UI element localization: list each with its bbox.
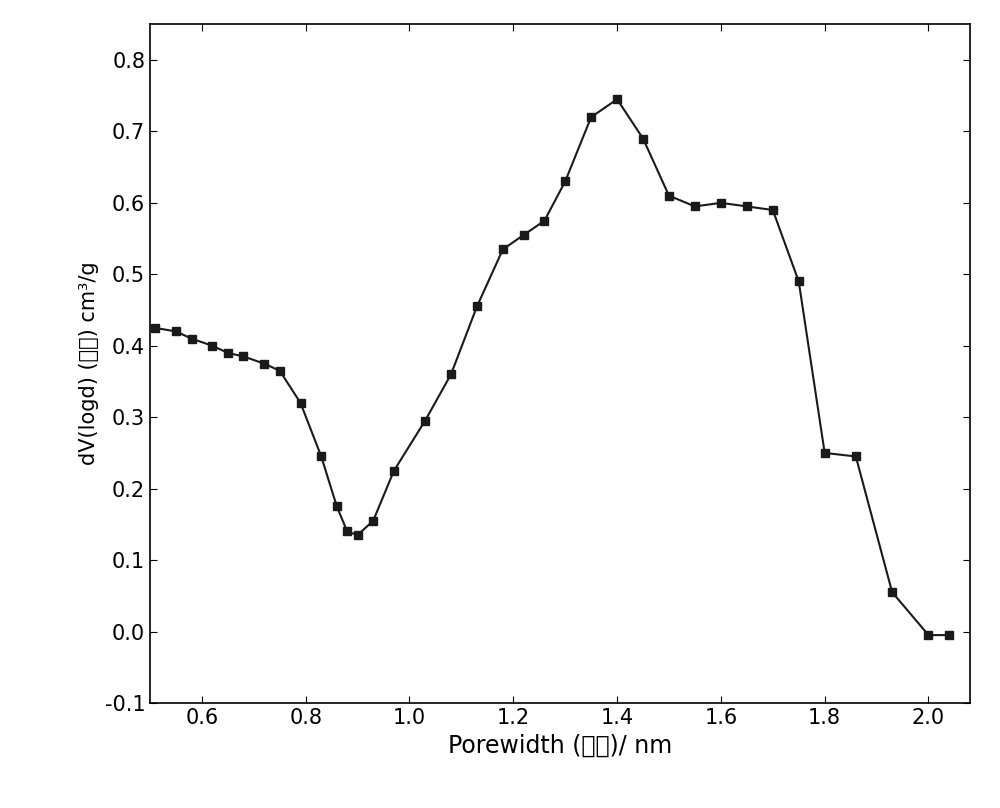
Y-axis label: dV(logd) (孔容) cm³/g: dV(logd) (孔容) cm³/g: [79, 262, 99, 465]
X-axis label: Porewidth (孔径)/ nm: Porewidth (孔径)/ nm: [448, 734, 672, 757]
